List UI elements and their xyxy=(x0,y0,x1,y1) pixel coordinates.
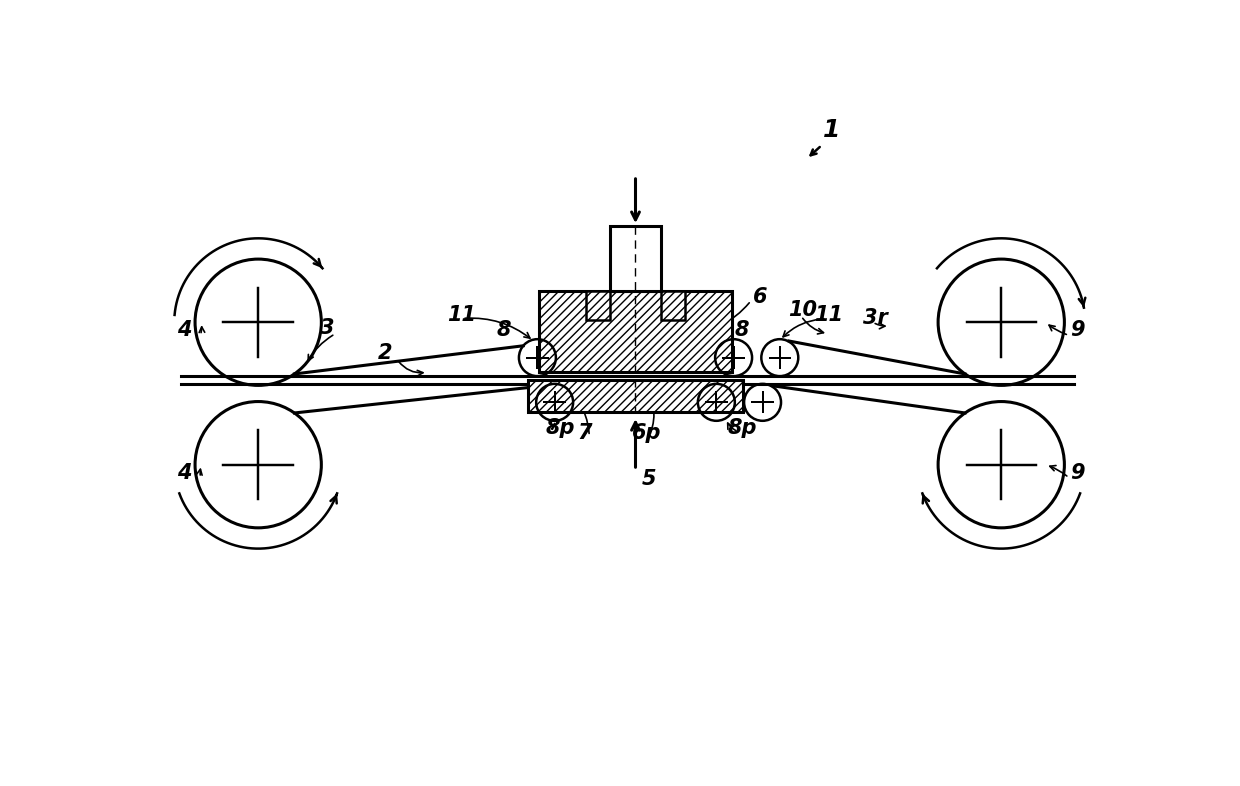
Text: 9: 9 xyxy=(1070,463,1085,483)
Text: 10: 10 xyxy=(787,300,817,320)
Text: 11: 11 xyxy=(446,305,476,325)
Text: 3: 3 xyxy=(320,318,335,338)
Text: 3r: 3r xyxy=(863,308,888,328)
Bar xyxy=(539,292,732,373)
Text: 6: 6 xyxy=(753,287,768,307)
Bar xyxy=(528,380,743,413)
Text: 4: 4 xyxy=(177,320,192,340)
Text: 8: 8 xyxy=(497,320,511,340)
Text: 6p: 6p xyxy=(631,424,661,443)
Text: 5: 5 xyxy=(641,469,656,490)
Bar xyxy=(585,291,610,320)
Bar xyxy=(661,291,686,320)
Text: 8p: 8p xyxy=(546,418,575,438)
Text: 8p: 8p xyxy=(728,418,758,438)
Text: 8: 8 xyxy=(735,320,749,340)
Text: 1: 1 xyxy=(823,119,841,142)
Text: 9: 9 xyxy=(1070,320,1085,340)
Text: 4: 4 xyxy=(177,463,192,483)
Text: 2: 2 xyxy=(377,343,392,363)
Text: 7: 7 xyxy=(578,424,593,443)
Bar xyxy=(610,226,661,292)
Text: 11: 11 xyxy=(815,305,843,325)
